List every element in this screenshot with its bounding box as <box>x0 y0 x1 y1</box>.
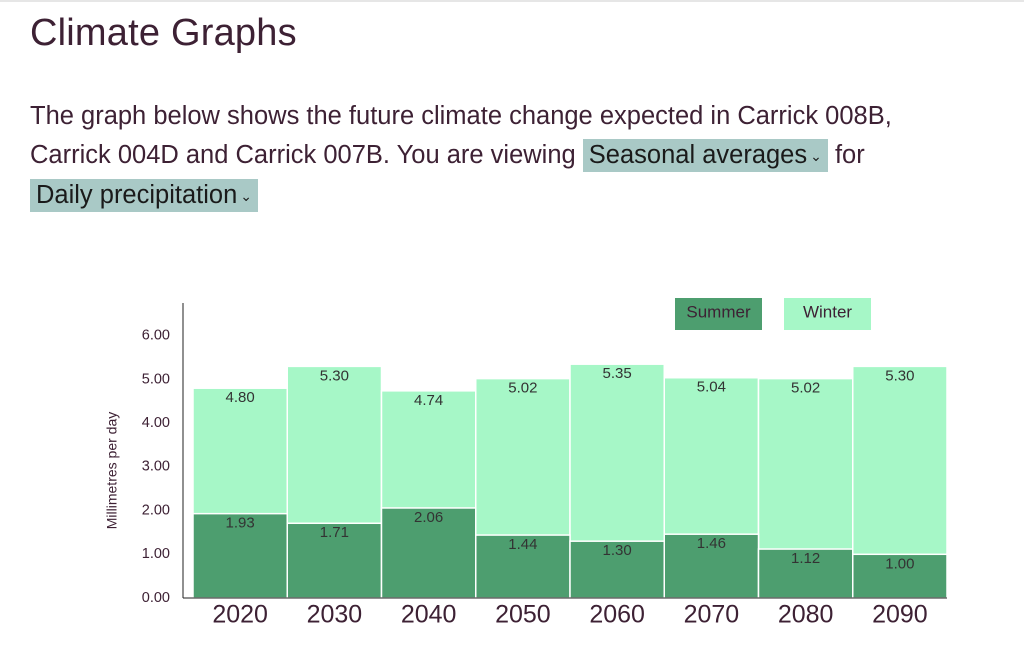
x-tick-label: 2040 <box>401 601 457 629</box>
bar <box>852 553 948 599</box>
legend-label: Summer <box>686 302 751 321</box>
legend-label: Winter <box>803 302 852 321</box>
data-label: 5.30 <box>885 367 914 384</box>
x-tick-label: 2050 <box>495 601 551 629</box>
top-border <box>0 0 1024 2</box>
legend-swatch <box>784 298 871 330</box>
data-label: 1.46 <box>697 535 726 552</box>
data-label: 5.30 <box>320 367 349 384</box>
data-label: 5.04 <box>697 379 726 396</box>
x-tick-label: 2090 <box>872 601 928 629</box>
text: for <box>834 141 865 169</box>
x-tick-label: 2060 <box>589 601 645 629</box>
x-tick-label: 2020 <box>212 601 268 629</box>
y-tick-label: 5.00 <box>142 371 170 387</box>
text: The graph below shows the future climate… <box>30 102 892 130</box>
data-label: 2.06 <box>414 509 443 526</box>
text: Carrick 004D and Carrick 007B. You are v… <box>30 141 576 169</box>
data-label: 5.02 <box>791 380 820 397</box>
data-label: 1.30 <box>603 542 632 559</box>
x-tick-label: 2070 <box>684 601 740 629</box>
y-tick-label: 2.00 <box>142 502 170 518</box>
data-label: 1.44 <box>508 536 537 553</box>
legend-swatch <box>675 298 762 330</box>
bar <box>380 507 477 599</box>
y-tick-label: 3.00 <box>142 459 170 475</box>
bar <box>475 534 571 599</box>
data-label: 4.74 <box>414 392 443 409</box>
dropdown[interactable]: Daily precipitation ⌄ <box>30 178 258 212</box>
y-tick-label: 6.00 <box>142 328 170 344</box>
data-label: 5.35 <box>603 365 632 382</box>
data-label: 4.80 <box>226 389 255 406</box>
x-tick-label: 2080 <box>778 601 834 629</box>
chevron: ⌄ <box>810 147 822 164</box>
data-label: 1.00 <box>885 555 914 572</box>
data-label: 1.12 <box>791 550 820 567</box>
data-label: 1.71 <box>320 524 349 541</box>
y-tick-label: 0.00 <box>142 590 170 606</box>
y-tick-label: 4.00 <box>142 415 170 431</box>
data-label: 1.93 <box>226 515 255 532</box>
data-label: 5.02 <box>508 380 537 397</box>
bar <box>757 548 854 599</box>
dropdown-label: Seasonal averages <box>588 141 808 169</box>
description: The graph below shows the future climate… <box>30 97 1010 216</box>
x-tick-label: 2030 <box>307 601 363 629</box>
y-axis-label: Millimetres per day <box>104 412 120 529</box>
page-title: Climate Graphs <box>30 12 297 54</box>
dropdown-label: Daily precipitation <box>36 180 238 209</box>
dropdown[interactable]: Seasonal averages ⌄ <box>582 139 828 172</box>
chevron: ⌄ <box>240 187 252 204</box>
y-tick-label: 1.00 <box>142 546 170 562</box>
